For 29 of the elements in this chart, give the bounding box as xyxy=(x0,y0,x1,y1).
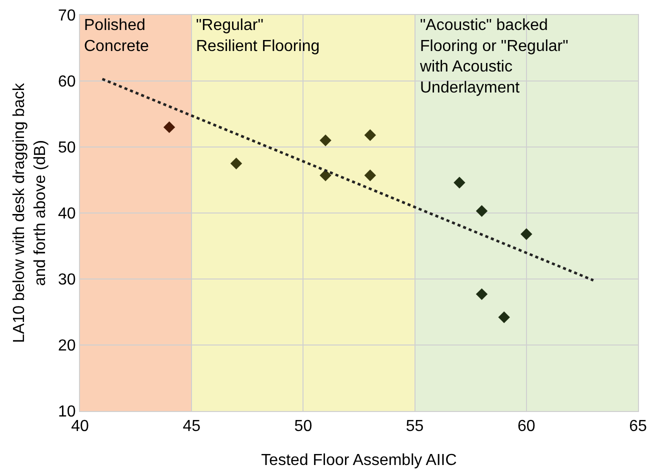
x-tick-label: 40 xyxy=(71,418,89,436)
point xyxy=(364,129,376,141)
x-tick-label: 45 xyxy=(182,418,201,436)
point xyxy=(320,170,332,182)
x-tick-label: 65 xyxy=(629,418,647,436)
x-axis-title: Tested Floor Assembly AIIC xyxy=(261,452,457,469)
band-label: "Acoustic" backed Flooring or "Regular" with Acoustic Underlayment xyxy=(419,17,568,96)
y-tick-label: 10 xyxy=(58,404,76,421)
x-tick-label: 60 xyxy=(518,418,536,436)
y-tick-label: 60 xyxy=(58,74,76,91)
band-label: Polished Concrete xyxy=(84,17,150,55)
band-label: "Regular" Resilient Flooring xyxy=(196,17,320,55)
y-tick-label: 20 xyxy=(58,338,76,355)
y-tick-label: 50 xyxy=(58,140,76,157)
point xyxy=(520,228,532,240)
point xyxy=(230,158,242,170)
point xyxy=(364,170,376,182)
x-tick-label: 50 xyxy=(294,418,312,436)
point xyxy=(476,288,488,300)
point xyxy=(320,134,332,146)
y-axis-title: LA10 below with desk dragging back and forth above (dB) xyxy=(11,82,49,343)
point xyxy=(476,205,488,217)
y-tick-label: 30 xyxy=(58,272,76,289)
x-tick-label: 55 xyxy=(406,418,424,436)
point xyxy=(498,311,510,324)
y-tick-label: 70 xyxy=(58,8,76,25)
point xyxy=(163,121,176,134)
point xyxy=(454,176,466,188)
y-tick-label: 40 xyxy=(58,206,76,223)
